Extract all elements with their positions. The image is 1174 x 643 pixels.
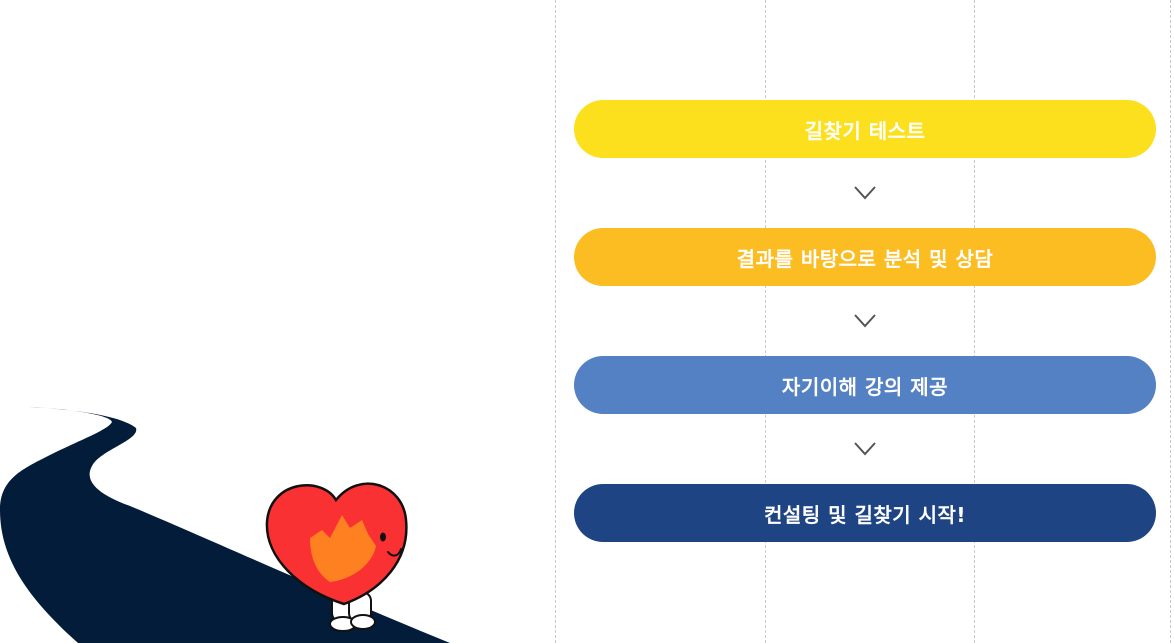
guide-line	[974, 0, 975, 643]
chevron-down-icon	[574, 158, 1156, 228]
step-self-understanding-lecture: 자기이해 강의 제공	[574, 356, 1156, 414]
process-steps: 길찾기 테스트 결과를 바탕으로 분석 및 상담 자기이해 강의 제공 컨설팅 …	[574, 100, 1156, 542]
chevron-down-icon	[574, 414, 1156, 484]
heart-eye	[380, 532, 386, 542]
road-heart-illustration	[0, 407, 450, 643]
step-start-consulting: 컨설팅 및 길찾기 시작!	[574, 484, 1156, 542]
guide-line	[765, 0, 766, 643]
flame-pattern	[310, 515, 376, 582]
guide-line	[1170, 0, 1171, 643]
road-path	[0, 407, 450, 643]
heart-smile	[387, 548, 402, 557]
guide-line	[555, 0, 556, 643]
step-pathfinding-test: 길찾기 테스트	[574, 100, 1156, 158]
chevron-down-icon	[574, 286, 1156, 356]
step-analysis-consulting: 결과를 바탕으로 분석 및 상담	[574, 228, 1156, 286]
